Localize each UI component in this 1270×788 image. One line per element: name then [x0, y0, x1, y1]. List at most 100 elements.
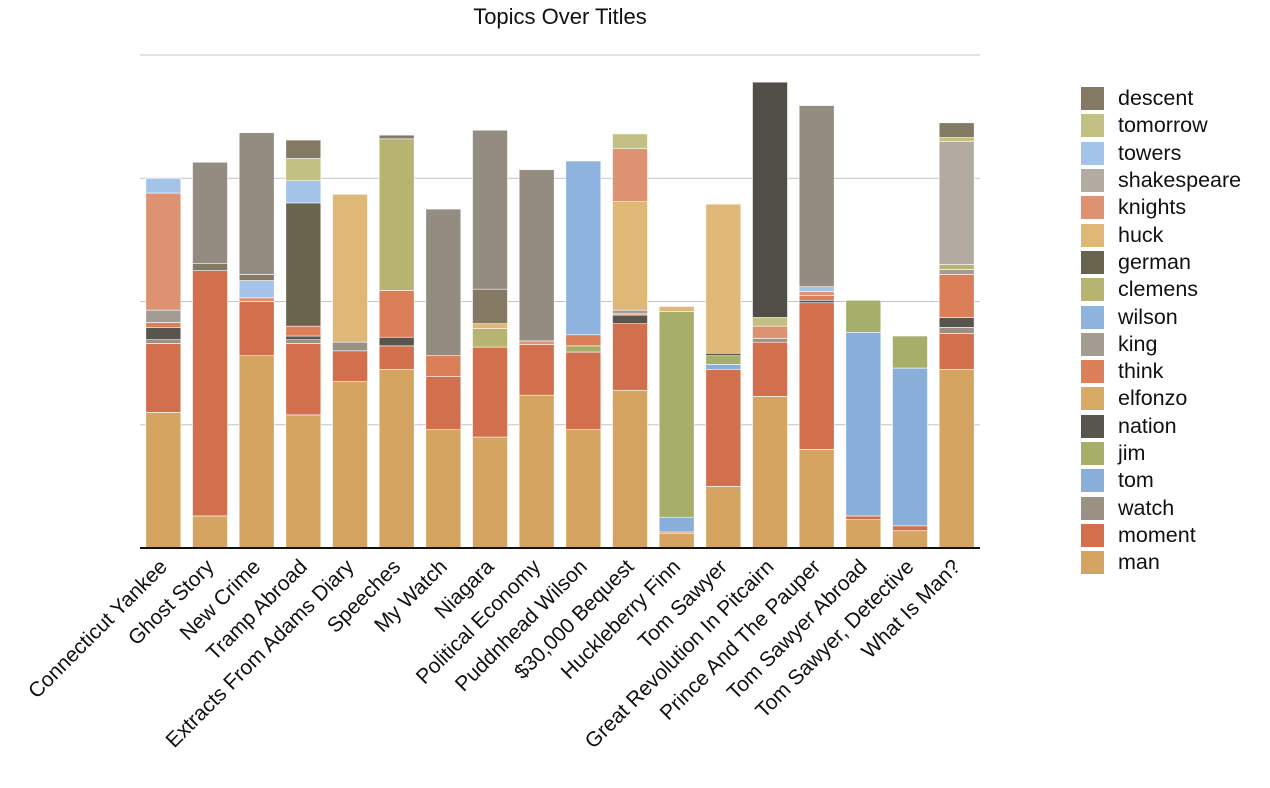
legend-swatch: [1081, 442, 1104, 465]
bar-segment-clemens-speeches: [378, 138, 415, 291]
bar-segment-moment-prince-and-the-pauper: [798, 302, 835, 450]
legend-item-clemens: clemens: [1081, 276, 1241, 303]
legend-label: man: [1118, 550, 1160, 575]
legend-label: nation: [1118, 413, 1177, 438]
bar-segment-knights-prince-and-the-pauper: [798, 291, 835, 296]
legend-item-watch: watch: [1081, 494, 1241, 521]
legend-swatch: [1081, 332, 1104, 356]
bar-segment-think-puddnhead-wilson: [565, 334, 602, 347]
bar-segment-think-connecticut-yankee: [145, 322, 182, 328]
bar-segment-watch-great-revolution-in-pitcairn: [752, 338, 788, 343]
bar-segment-descent-tramp-abroad: [285, 139, 322, 159]
bar-segment-think-what-is-man: [938, 274, 975, 318]
bar-segment-moment-puddnhead-wilson: [565, 351, 602, 430]
legend-item-shakespeare: shakespeare: [1081, 167, 1241, 194]
bar-segment-tom-tom-sawyer-abroad: [845, 332, 882, 517]
legend-item-moment: moment: [1081, 522, 1241, 549]
bar-segment-huck-extracts-from-adams-diary: [332, 193, 368, 343]
legend-label: jim: [1118, 441, 1146, 465]
legend-swatch: [1081, 387, 1104, 411]
bar-segment-moment-political-economy: [518, 344, 555, 396]
bar-segment-man-political-economy: [518, 394, 555, 549]
legend-item-tomorrow: tomorrow: [1081, 112, 1241, 139]
bar-segment-king-what-is-man: [938, 269, 975, 275]
legend-swatch: [1081, 551, 1104, 575]
legend-label: towers: [1118, 140, 1182, 165]
bar-segment-german-tramp-abroad: [285, 202, 322, 327]
bar-segment-moment-my-watch: [425, 376, 462, 430]
bar-segment-moment-connecticut-yankee: [145, 343, 182, 413]
bar-segment-tomorrow-what-is-man: [938, 137, 975, 142]
bar-segment-man-puddnhead-wilson: [565, 429, 602, 549]
legend-item-tom: tom: [1081, 467, 1241, 494]
bar-segment-man-ghost-story: [192, 515, 228, 549]
bar-segment-man-huckleberry-finn: [658, 532, 695, 549]
legend-swatch: [1081, 114, 1104, 138]
legend-item-towers: towers: [1081, 140, 1241, 167]
bar-segment-king-extra-niagara: [472, 129, 508, 290]
legend-swatch: [1081, 305, 1104, 329]
bar-segment-towers-tramp-abroad: [285, 180, 322, 204]
legend-item-knights: knights: [1081, 194, 1241, 221]
bar-segment-moment-tramp-abroad: [285, 343, 322, 416]
bar-segment-tomorrow-30-000-bequest: [612, 133, 648, 149]
bar-segment-huck-tom-sawyer: [705, 203, 742, 354]
bar-segment-tomorrow-tramp-abroad: [285, 158, 322, 182]
legend-item-nation: nation: [1081, 413, 1241, 440]
bars: [145, 81, 975, 549]
legend-swatch: [1081, 87, 1104, 111]
legend-item-elfonzo: elfonzo: [1081, 385, 1241, 412]
legend-label: tomorrow: [1118, 113, 1208, 138]
bar-segment-descent-what-is-man: [938, 122, 975, 138]
bar-segment-nation-tramp-abroad: [285, 335, 322, 341]
bar-segment-man-tom-sawyer-abroad: [845, 519, 882, 549]
bar-segment-descent-speeches: [378, 134, 415, 140]
bar-segment-moment-30-000-bequest: [612, 323, 648, 391]
bar-segment-man-tom-sawyer-detective: [892, 530, 928, 549]
bar-segment-man-niagara: [472, 436, 508, 549]
bar-segment-towers-prince-and-the-pauper: [798, 286, 835, 292]
legend-label: shakespeare: [1118, 168, 1242, 193]
bar-segment-towers-new-crime: [238, 280, 275, 299]
legend-item-man: man: [1081, 549, 1241, 576]
bar-segment-descent-new-crime: [238, 274, 275, 281]
bar-segment-man-connecticut-yankee: [145, 412, 182, 549]
legend-swatch: [1081, 223, 1104, 247]
bar-segment-man-speeches: [378, 368, 415, 549]
bar-segment-moment-tom-sawyer: [705, 368, 742, 487]
bar-segment-knights-great-revolution-in-pitcairn: [752, 325, 788, 339]
bar-segment-descent-niagara: [472, 288, 508, 324]
legend-item-king: king: [1081, 331, 1241, 358]
legend-label: huck: [1118, 222, 1164, 247]
bar-segment-clemens-niagara: [472, 328, 508, 348]
bar-segment-watch-tramp-abroad: [285, 339, 322, 344]
bar-segment-moment-tom-sawyer-abroad: [845, 515, 882, 520]
legend-label: think: [1118, 359, 1164, 384]
bar-segment-jim-tom-sawyer-abroad: [845, 299, 882, 333]
legend-label: descent: [1118, 86, 1194, 111]
legend-swatch: [1081, 496, 1104, 520]
bar-segment-man-prince-and-the-pauper: [798, 449, 835, 549]
legend-label: tom: [1118, 468, 1154, 493]
legend-label: german: [1118, 249, 1191, 274]
bar-segment-jim-huckleberry-finn: [658, 311, 695, 518]
legend-label: knights: [1118, 195, 1187, 220]
legend-label: elfonzo: [1118, 386, 1188, 411]
bar-segment-tom-tom-sawyer: [705, 364, 742, 370]
legend-swatch: [1081, 250, 1104, 274]
bar-segment-man-30-000-bequest: [612, 389, 648, 549]
bar-segment-moment-tom-sawyer-detective: [892, 525, 928, 532]
bar-segment-king-30-000-bequest: [612, 309, 648, 315]
bar-segment-huck-30-000-bequest: [612, 201, 648, 311]
bar-segment-jim-tom-sawyer: [705, 355, 742, 365]
legend-swatch: [1081, 169, 1104, 193]
bar-segment-nation-prince-and-the-pauper: [798, 299, 835, 304]
bar-segment-think-prince-and-the-pauper: [798, 295, 835, 301]
bar-segment-clemens-what-is-man: [938, 264, 975, 270]
legend-swatch: [1081, 523, 1104, 547]
bar-segment-think-my-watch: [425, 355, 462, 377]
legend-swatch: [1081, 360, 1104, 384]
bar-segment-king-extra-political-economy: [518, 169, 555, 342]
